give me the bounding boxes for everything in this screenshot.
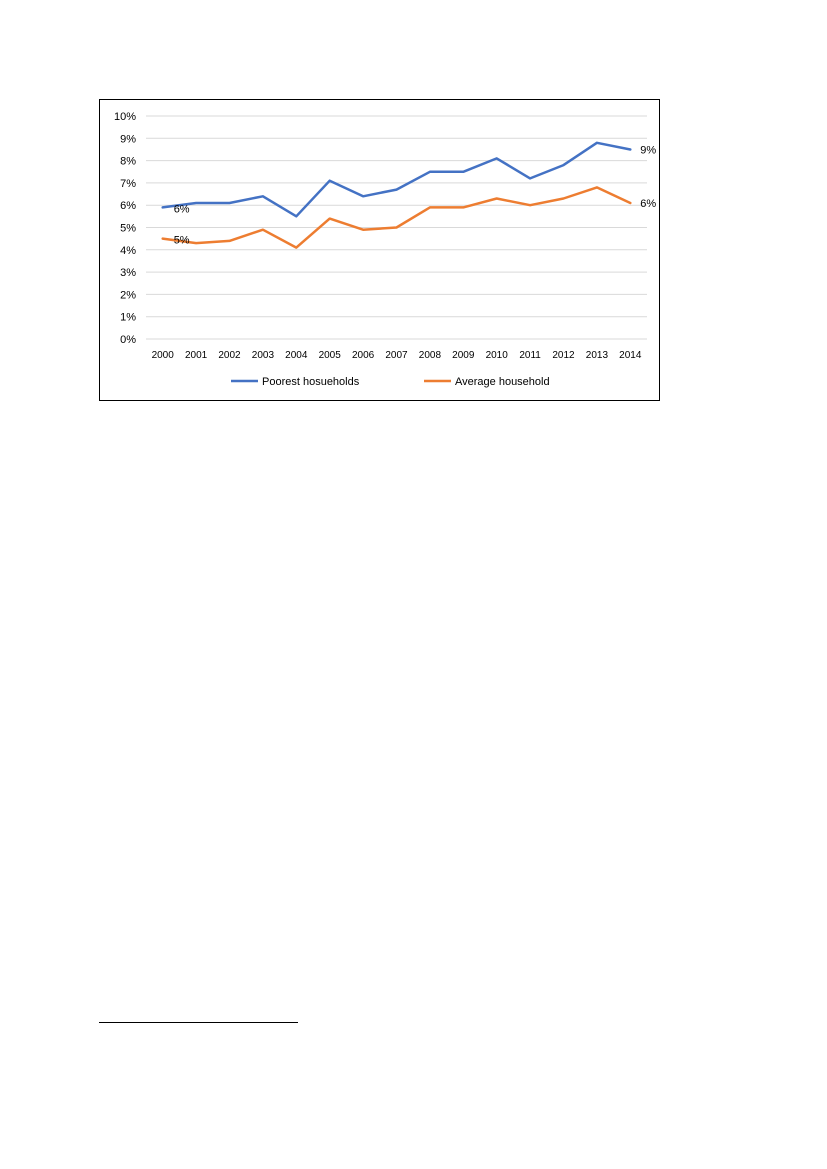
x-tick-label: 2004 [285,350,308,361]
x-tick-label: 2000 [152,350,175,361]
x-tick-label: 2011 [519,350,541,361]
y-tick-label: 7% [120,178,136,190]
x-tick-label: 2013 [586,350,609,361]
y-tick-label: 8% [120,156,136,168]
footnote-separator [99,1022,298,1023]
data-label: 5% [174,235,190,247]
data-label: 6% [174,203,190,215]
data-label: 9% [640,144,656,156]
y-tick-label: 0% [120,334,136,346]
x-tick-label: 2009 [452,350,475,361]
y-tick-label: 9% [120,133,136,145]
x-tick-label: 2014 [619,350,642,361]
y-tick-label: 4% [120,245,136,257]
y-tick-label: 5% [120,223,136,235]
legend-label: Average household [455,376,550,388]
x-tick-label: 2001 [185,350,208,361]
x-tick-label: 2008 [419,350,442,361]
legend: Poorest hosueholds Average household [231,376,550,388]
x-tick-label: 2007 [385,350,408,361]
y-tick-label: 3% [120,267,136,279]
x-tick-label: 2002 [218,350,241,361]
data-label: 6% [640,198,656,210]
y-tick-label: 10% [114,111,136,123]
series-line-0 [161,141,632,218]
y-tick-label: 1% [120,312,136,324]
y-axis-ticks: 0% 1% 2% 3% 4% 5% 6% 7% 8% 9% 10% [114,111,136,346]
line-chart: 0% 1% 2% 3% 4% 5% 6% 7% 8% 9% 10% 2000 2001 2002 2003… [114,111,657,388]
y-tick-label: 2% [120,289,136,301]
x-axis-ticks: 2000 2001 2002 2003 2004 2005 2006 2007 2008 2009… [152,350,642,361]
x-tick-label: 2003 [252,350,275,361]
x-tick-label: 2005 [319,350,342,361]
data-labels: 6% 9% 5% 6% [174,144,657,246]
chart-frame: 0% 1% 2% 3% 4% 5% 6% 7% 8% 9% 10% 2000 2001 2002 2003… [99,99,660,401]
x-tick-label: 2006 [352,350,375,361]
x-tick-label: 2010 [486,350,509,361]
x-tick-label: 2012 [552,350,575,361]
series-line-1 [161,186,632,249]
y-tick-label: 6% [120,200,136,212]
series-lines [161,141,632,249]
legend-label: Poorest hosueholds [262,376,360,388]
